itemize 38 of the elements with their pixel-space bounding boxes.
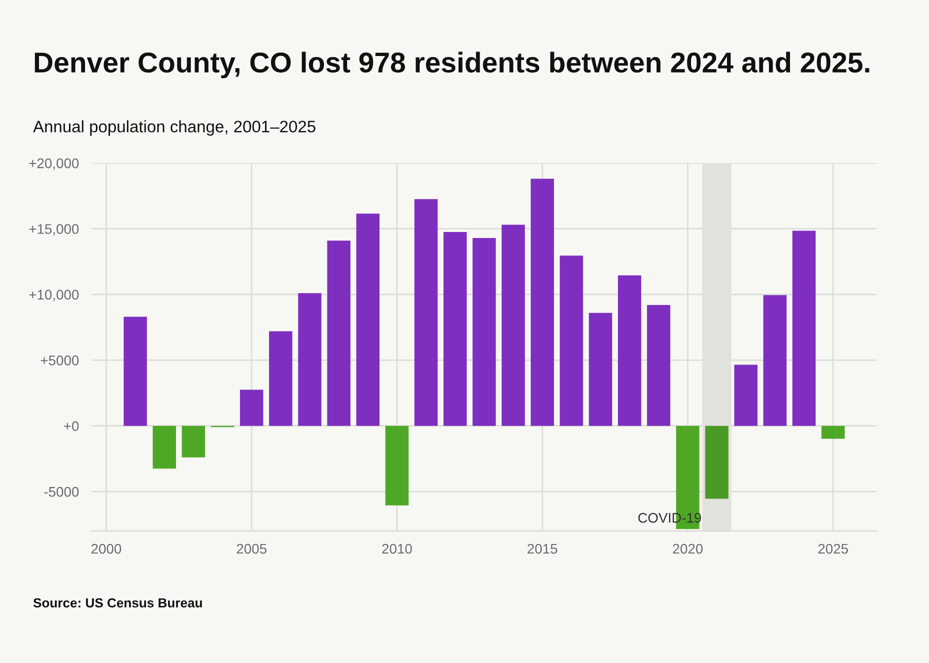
bar — [763, 295, 787, 426]
chart-title: Denver County, CO lost 978 residents between 2024 and 2025. — [34, 52, 870, 78]
bar — [647, 304, 670, 426]
bar — [327, 240, 350, 426]
bar — [385, 426, 409, 506]
source-note: Source: US Census Bureau — [33, 598, 202, 608]
bar — [560, 256, 584, 426]
y-tick-label: +0 — [64, 421, 79, 432]
bar — [618, 275, 642, 426]
bar — [240, 390, 264, 426]
bar — [734, 364, 758, 426]
x-tick-label: 2015 — [528, 544, 558, 554]
bar — [356, 214, 380, 426]
y-tick-label: +20,000 — [29, 158, 79, 170]
bar — [443, 232, 467, 426]
bar — [269, 331, 292, 426]
x-tick-label: 2010 — [382, 544, 412, 554]
bar — [530, 178, 554, 426]
x-tick-label: 2020 — [672, 544, 703, 554]
bar — [792, 230, 816, 426]
bar — [414, 199, 438, 426]
bar — [298, 293, 322, 426]
bar — [182, 426, 206, 458]
bar — [502, 224, 525, 426]
x-tick-label: 2005 — [236, 544, 266, 554]
bar — [152, 426, 176, 469]
x-tick-label: 2000 — [91, 544, 122, 554]
y-tick-label: -5000 — [44, 486, 79, 497]
bar — [124, 316, 147, 426]
x-tick-label: 2025 — [818, 544, 848, 554]
bar — [472, 238, 496, 426]
y-tick-label: +5000 — [40, 355, 79, 366]
y-tick-label: +15,000 — [29, 224, 79, 236]
chart-subtitle: Annual population change, 2001–2025 — [33, 120, 316, 136]
bar — [705, 426, 728, 499]
bar — [588, 312, 612, 426]
bar — [821, 426, 845, 439]
y-tick-label: +10,000 — [29, 290, 79, 302]
